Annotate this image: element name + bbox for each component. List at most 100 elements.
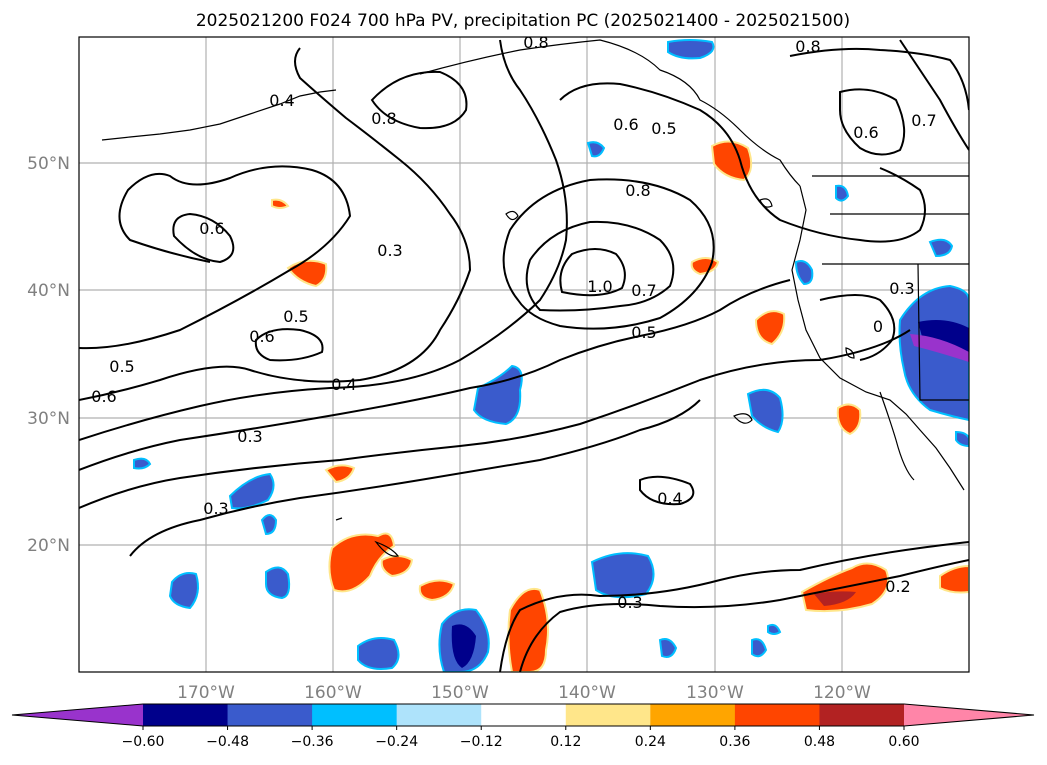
precip-area — [586, 141, 606, 158]
lat-label: 20°N — [27, 536, 70, 556]
precip-area — [746, 388, 784, 434]
lon-label: 130°W — [686, 683, 744, 703]
colorbar-tick-label: −0.12 — [460, 734, 503, 750]
lon-label: 150°W — [431, 683, 489, 703]
contour-label: 0.4 — [269, 91, 294, 110]
contour-label: 0.5 — [109, 357, 134, 376]
contour-label: 0.5 — [651, 119, 676, 138]
precip-area — [667, 39, 715, 60]
precip-area — [357, 637, 400, 670]
precip-area — [658, 638, 678, 658]
colorbar-segment — [819, 704, 905, 726]
precip-area — [133, 457, 152, 470]
precip-area — [260, 514, 278, 536]
precip-area — [324, 464, 356, 484]
graticule — [79, 37, 969, 672]
pv-contour — [502, 178, 715, 330]
colorbar-segment — [227, 704, 313, 726]
contour-label: 0.7 — [631, 281, 656, 300]
lat-label: 40°N — [27, 281, 70, 301]
island-outline — [505, 210, 519, 221]
precip-area — [472, 364, 523, 426]
aleutian-islands — [101, 89, 337, 141]
colorbar-segment — [650, 704, 736, 726]
pv-contour — [819, 294, 896, 361]
precip-area — [939, 564, 969, 594]
map-title: 2025021200 F024 700 hPa PV, precipitatio… — [196, 11, 850, 31]
colorbar-tick-label: −0.24 — [375, 734, 418, 750]
contour-label: 0.7 — [911, 111, 936, 130]
contour-label: 0.6 — [91, 387, 116, 406]
precip-area — [767, 623, 782, 635]
colorbar-segment — [396, 704, 482, 726]
plot-frame — [78, 36, 970, 673]
contour-label: 0.6 — [249, 327, 274, 346]
pv-contours — [79, 39, 969, 672]
colorbar-tick-label: 0.12 — [550, 734, 581, 750]
contour-label: 0.6 — [613, 115, 638, 134]
colorbar-segment — [565, 704, 651, 726]
contour-label: 0.3 — [203, 499, 228, 518]
contour-label: 0.3 — [377, 241, 402, 260]
precip-area — [168, 572, 199, 610]
precip-area — [898, 284, 969, 422]
plot-area: 0.8 0.8 0.8 0.4 0.6 0.5 0.6 0.7 0.6 0.8 … — [78, 36, 970, 673]
colorbar-segment — [481, 704, 567, 726]
precip-area — [271, 198, 290, 209]
pv-contour — [839, 88, 906, 156]
colorbar-extend-max — [904, 704, 1034, 726]
precip-area — [835, 184, 850, 202]
contour-labels: 0.8 0.8 0.8 0.4 0.6 0.5 0.6 0.7 0.6 0.8 … — [91, 37, 936, 612]
colorbar-tick-label: 0.60 — [888, 734, 919, 750]
contour-label: 1.0 — [587, 277, 612, 296]
lat-label: 30°N — [27, 409, 70, 429]
contour-label: 0.8 — [625, 181, 650, 200]
precip-area — [418, 579, 456, 602]
contour-label: 0.8 — [371, 109, 396, 128]
colorbar-tick-label: 0.24 — [635, 734, 666, 750]
island-outline — [335, 517, 343, 521]
pv-contour — [559, 248, 626, 297]
alaska-coast — [419, 39, 801, 187]
precip-fill-layer — [133, 39, 969, 672]
pv-contour — [899, 39, 969, 151]
contour-label: 0 — [873, 317, 883, 336]
contour-label: 0.5 — [283, 307, 308, 326]
colorbar-segment — [143, 704, 229, 726]
contour-label: 0.3 — [237, 427, 262, 446]
coastlines — [101, 39, 969, 557]
colorbar: −0.60 −0.48 −0.36 −0.24 −0.12 0.12 0.24 0.36 0.4… — [11, 703, 1035, 750]
pv-contour — [519, 559, 969, 672]
colorbar-tick-label: 0.36 — [719, 734, 750, 750]
contour-label: 0.2 — [885, 577, 910, 596]
precip-area — [955, 430, 969, 448]
pv-contour — [79, 165, 352, 350]
baja-california — [879, 391, 915, 481]
pv-contour — [79, 39, 568, 441]
colorbar-tick-label: −0.48 — [206, 734, 249, 750]
colorbar-segment — [312, 704, 398, 726]
precip-area — [754, 310, 786, 346]
precip-area — [328, 532, 396, 593]
colorbar-extend-min — [12, 704, 143, 726]
north-america-west-coast — [791, 185, 965, 491]
pv-contour — [129, 399, 701, 557]
precip-area — [590, 552, 655, 599]
lon-label: 170°W — [177, 683, 235, 703]
contour-label: 0.6 — [853, 123, 878, 142]
lon-label: 160°W — [304, 683, 362, 703]
pv-contour — [254, 328, 324, 362]
pv-contour — [559, 82, 926, 243]
colorbar-tick-label: −0.60 — [122, 734, 165, 750]
contour-label: 0.3 — [889, 279, 914, 298]
political-borders — [812, 175, 969, 401]
contour-label: 0.4 — [657, 489, 682, 508]
precip-area — [836, 403, 862, 436]
pv-contour — [79, 279, 791, 471]
colorbar-tick-label: −0.36 — [291, 734, 334, 750]
contour-label: 0.6 — [199, 219, 224, 238]
precip-area — [265, 566, 291, 600]
pv-contour — [79, 329, 911, 509]
island-outline — [845, 347, 855, 359]
